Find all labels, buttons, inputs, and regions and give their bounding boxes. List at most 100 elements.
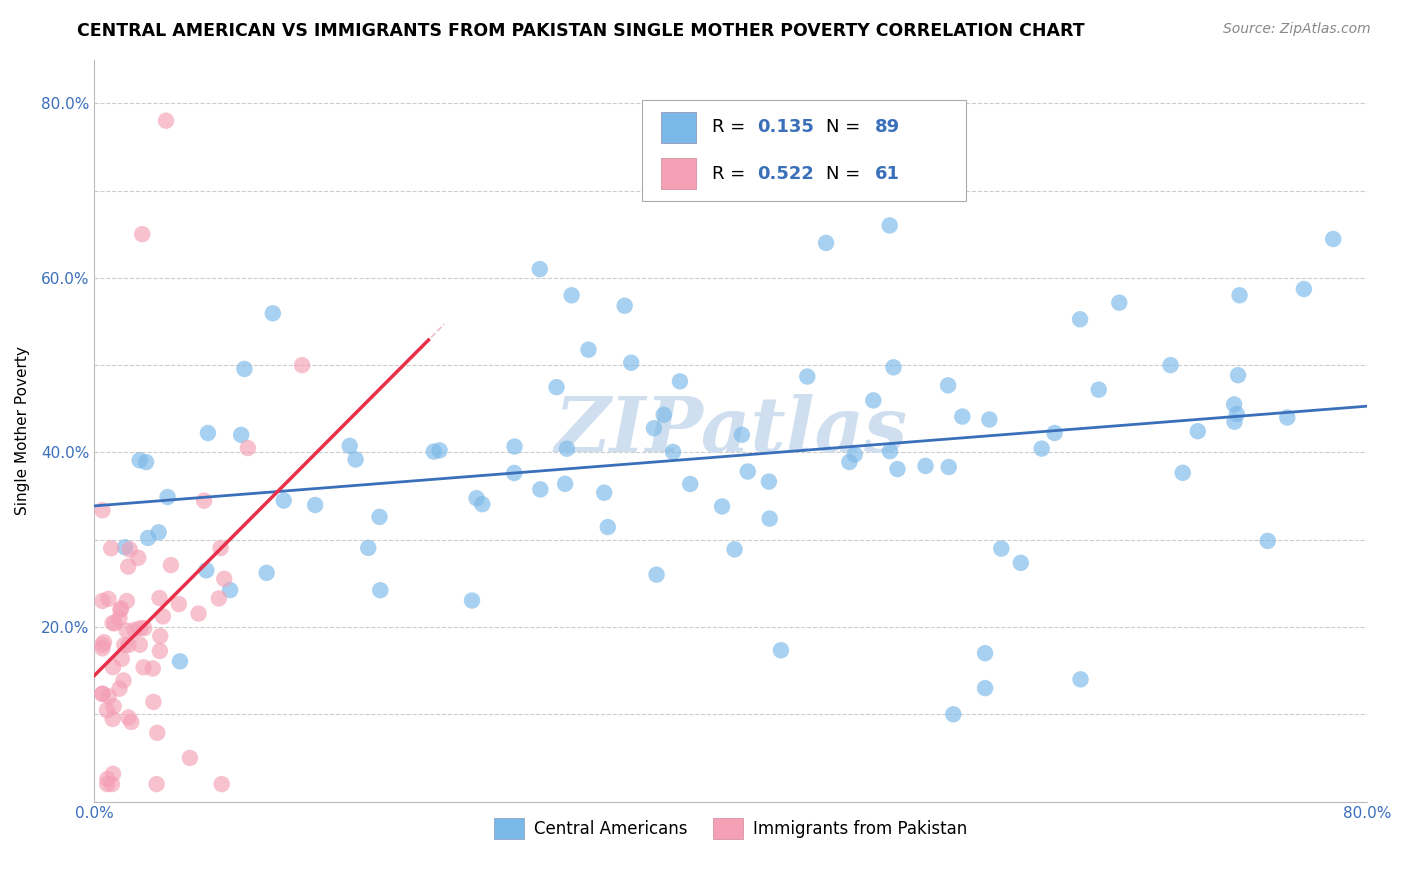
Point bbox=[101, 712, 124, 726]
Point bbox=[129, 638, 152, 652]
Point bbox=[91, 638, 114, 652]
Point bbox=[561, 288, 583, 302]
Point bbox=[769, 643, 792, 657]
Point bbox=[233, 362, 256, 376]
Point bbox=[645, 567, 668, 582]
Point bbox=[118, 542, 141, 557]
Point bbox=[529, 262, 551, 277]
Point bbox=[643, 421, 665, 435]
Point bbox=[195, 563, 218, 577]
Point bbox=[91, 641, 114, 656]
Point bbox=[142, 695, 165, 709]
Point bbox=[1108, 295, 1130, 310]
Point bbox=[620, 356, 643, 370]
Point bbox=[974, 681, 997, 695]
Point bbox=[167, 597, 190, 611]
Point bbox=[209, 541, 232, 555]
Point bbox=[758, 475, 780, 489]
Point bbox=[529, 483, 551, 497]
Point bbox=[1223, 415, 1246, 429]
Point bbox=[91, 687, 114, 701]
Text: CENTRAL AMERICAN VS IMMIGRANTS FROM PAKISTAN SINGLE MOTHER POVERTY CORRELATION C: CENTRAL AMERICAN VS IMMIGRANTS FROM PAKI… bbox=[77, 22, 1085, 40]
Point bbox=[211, 777, 233, 791]
Point bbox=[160, 558, 183, 573]
Text: 0.135: 0.135 bbox=[758, 118, 814, 136]
Point bbox=[344, 452, 367, 467]
Point bbox=[101, 615, 124, 630]
Point bbox=[886, 462, 908, 476]
Point bbox=[1043, 425, 1066, 440]
Point bbox=[1087, 383, 1109, 397]
Point bbox=[134, 621, 156, 635]
Point bbox=[950, 409, 973, 424]
Point bbox=[208, 591, 231, 606]
Point bbox=[758, 511, 780, 525]
Point bbox=[149, 629, 172, 643]
Point bbox=[148, 591, 170, 605]
Point bbox=[142, 661, 165, 675]
Point bbox=[101, 767, 124, 781]
Point bbox=[146, 726, 169, 740]
Point bbox=[1292, 282, 1315, 296]
Text: N =: N = bbox=[827, 165, 866, 183]
Point bbox=[112, 673, 135, 688]
Point bbox=[97, 591, 120, 606]
Point bbox=[838, 455, 860, 469]
Point bbox=[193, 493, 215, 508]
Point bbox=[711, 500, 734, 514]
Point bbox=[108, 611, 131, 625]
Point bbox=[256, 566, 278, 580]
Point bbox=[471, 497, 494, 511]
Point bbox=[1322, 232, 1344, 246]
Point bbox=[723, 542, 745, 557]
Point bbox=[662, 445, 685, 459]
Point bbox=[231, 428, 253, 442]
Point bbox=[236, 441, 259, 455]
Point bbox=[546, 380, 568, 394]
Point bbox=[291, 358, 314, 372]
Point bbox=[96, 772, 118, 786]
FancyBboxPatch shape bbox=[641, 101, 966, 201]
Point bbox=[152, 609, 174, 624]
Point bbox=[357, 541, 380, 555]
Point bbox=[652, 408, 675, 422]
Point bbox=[882, 360, 904, 375]
Y-axis label: Single Mother Poverty: Single Mother Poverty bbox=[15, 346, 30, 515]
Text: R =: R = bbox=[711, 118, 751, 136]
Point bbox=[110, 603, 132, 617]
Point bbox=[197, 425, 219, 440]
Point bbox=[114, 541, 136, 555]
Point bbox=[669, 375, 692, 389]
Point bbox=[169, 654, 191, 668]
Point bbox=[91, 503, 114, 517]
Point bbox=[115, 624, 138, 638]
Point bbox=[219, 583, 242, 598]
Legend: Central Americans, Immigrants from Pakistan: Central Americans, Immigrants from Pakis… bbox=[488, 812, 974, 846]
Point bbox=[465, 491, 488, 505]
Point bbox=[145, 777, 167, 791]
Point bbox=[101, 777, 124, 791]
Point bbox=[1160, 358, 1182, 372]
Point bbox=[593, 485, 616, 500]
Point bbox=[796, 369, 818, 384]
Point bbox=[1187, 424, 1209, 438]
Point bbox=[938, 460, 960, 475]
Point bbox=[844, 447, 866, 461]
Point bbox=[149, 644, 172, 658]
Point bbox=[129, 621, 152, 635]
Point bbox=[120, 714, 142, 729]
Point bbox=[100, 541, 122, 556]
Point bbox=[1031, 442, 1053, 456]
Point bbox=[1223, 397, 1246, 411]
FancyBboxPatch shape bbox=[661, 112, 696, 143]
Text: ZIPatlas: ZIPatlas bbox=[554, 393, 907, 467]
Point bbox=[596, 520, 619, 534]
Point bbox=[117, 638, 139, 652]
Point bbox=[936, 378, 959, 392]
Point bbox=[148, 525, 170, 540]
Point bbox=[187, 607, 209, 621]
Point bbox=[97, 690, 120, 704]
Point bbox=[91, 687, 114, 701]
Text: Source: ZipAtlas.com: Source: ZipAtlas.com bbox=[1223, 22, 1371, 37]
Point bbox=[127, 550, 149, 565]
